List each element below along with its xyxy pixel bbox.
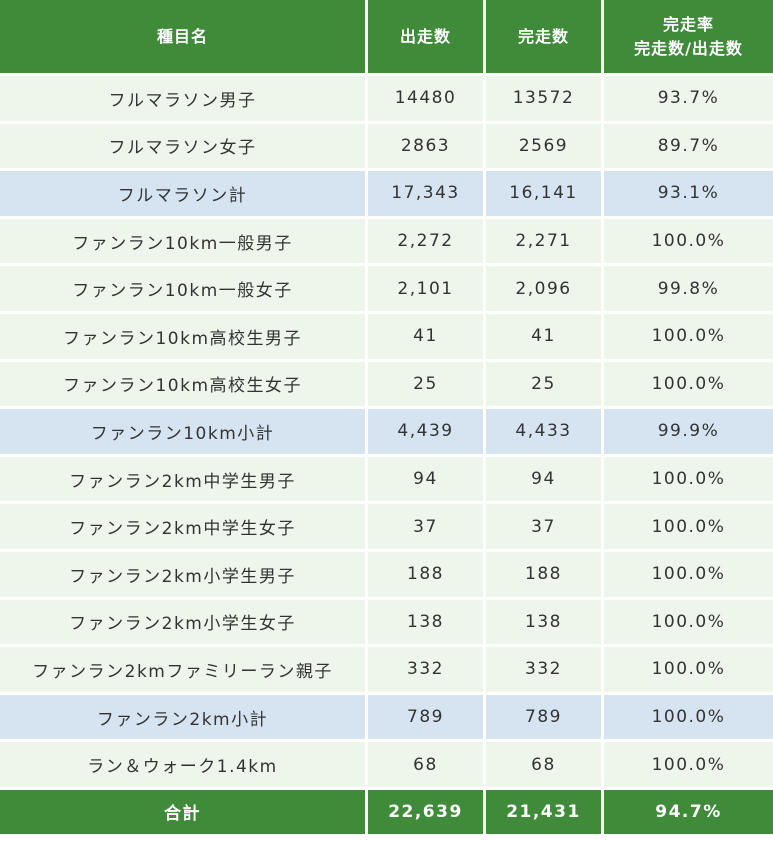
cell-event: ラン＆ウォーク1.4km <box>0 742 368 790</box>
cell-rate: 100.0% <box>604 456 773 505</box>
table-row: ファンラン10km一般女子 2,101 2,096 99.8% <box>0 266 773 314</box>
cell-starters: 2,272 <box>368 218 486 267</box>
cell-event: ファンラン2km中学生女子 <box>0 504 368 552</box>
cell-finishers: 68 <box>486 742 604 790</box>
header-rate-formula: 完走数/出走数 <box>634 38 743 58</box>
header-row: 種目名 出走数 完走数 完走率 完走数/出走数 <box>0 0 773 76</box>
subtotal-row: フルマラソン計 17,343 16,141 93.1% <box>0 171 773 219</box>
cell-finishers: 13572 <box>486 76 604 124</box>
cell-starters: 188 <box>368 551 486 600</box>
total-row: 合計 22,639 21,431 94.7% <box>0 789 773 834</box>
cell-rate: 100.0% <box>604 313 773 362</box>
cell-rate: 93.1% <box>604 171 773 219</box>
cell-starters: 17,343 <box>368 171 486 219</box>
cell-event: ファンラン10km高校生女子 <box>0 361 368 410</box>
cell-starters: 4,439 <box>368 409 486 457</box>
cell-rate: 89.7% <box>604 123 773 172</box>
header-rate: 完走率 完走数/出走数 <box>604 0 773 76</box>
cell-finishers: 2569 <box>486 123 604 172</box>
cell-starters: 2863 <box>368 123 486 172</box>
cell-finishers: 332 <box>486 647 604 695</box>
cell-starters: 41 <box>368 313 486 362</box>
cell-rate: 93.7% <box>604 76 773 124</box>
cell-event: ファンラン2km小学生女子 <box>0 599 368 648</box>
subtotal-row: ファンラン2km小計 789 789 100.0% <box>0 694 773 743</box>
cell-rate: 100.0% <box>604 218 773 267</box>
total-event: 合計 <box>0 789 368 834</box>
cell-starters: 789 <box>368 694 486 743</box>
cell-rate: 100.0% <box>604 361 773 410</box>
header-starters: 出走数 <box>368 0 486 76</box>
cell-event: ファンラン2kmファミリーラン親子 <box>0 647 368 695</box>
cell-event: フルマラソン男子 <box>0 76 368 124</box>
cell-starters: 68 <box>368 742 486 790</box>
cell-event: ファンラン2km小学生男子 <box>0 551 368 600</box>
cell-rate: 100.0% <box>604 742 773 790</box>
table-row: ファンラン2km小学生女子 138 138 100.0% <box>0 599 773 648</box>
table-row: ファンラン2km中学生男子 94 94 100.0% <box>0 456 773 505</box>
header-event: 種目名 <box>0 0 368 76</box>
cell-rate: 100.0% <box>604 599 773 648</box>
table-row: ファンラン2kmファミリーラン親子 332 332 100.0% <box>0 647 773 695</box>
cell-rate: 99.8% <box>604 266 773 314</box>
table-footer: 合計 22,639 21,431 94.7% <box>0 789 773 834</box>
cell-finishers: 2,096 <box>486 266 604 314</box>
cell-event: ファンラン10km一般女子 <box>0 266 368 314</box>
table-row: ファンラン2km小学生男子 188 188 100.0% <box>0 551 773 600</box>
cell-event: フルマラソン計 <box>0 171 368 219</box>
table-row: ファンラン10km一般男子 2,272 2,271 100.0% <box>0 218 773 267</box>
total-rate: 94.7% <box>604 789 773 834</box>
table-row: ファンラン2km中学生女子 37 37 100.0% <box>0 504 773 552</box>
cell-finishers: 37 <box>486 504 604 552</box>
cell-starters: 2,101 <box>368 266 486 314</box>
subtotal-row: ファンラン10km小計 4,439 4,433 99.9% <box>0 409 773 457</box>
table-row: フルマラソン女子 2863 2569 89.7% <box>0 123 773 172</box>
cell-starters: 25 <box>368 361 486 410</box>
table-row: フルマラソン男子 14480 13572 93.7% <box>0 76 773 124</box>
table-header: 種目名 出走数 完走数 完走率 完走数/出走数 <box>0 0 773 76</box>
table-row: ファンラン10km高校生女子 25 25 100.0% <box>0 361 773 410</box>
cell-event: ファンラン10km一般男子 <box>0 218 368 267</box>
cell-starters: 94 <box>368 456 486 505</box>
cell-rate: 100.0% <box>604 647 773 695</box>
cell-finishers: 188 <box>486 551 604 600</box>
cell-event: ファンラン2km小計 <box>0 694 368 743</box>
total-starters: 22,639 <box>368 789 486 834</box>
cell-starters: 138 <box>368 599 486 648</box>
cell-starters: 37 <box>368 504 486 552</box>
cell-finishers: 25 <box>486 361 604 410</box>
cell-finishers: 16,141 <box>486 171 604 219</box>
cell-event: ファンラン10km高校生男子 <box>0 313 368 362</box>
cell-starters: 332 <box>368 647 486 695</box>
cell-event: フルマラソン女子 <box>0 123 368 172</box>
cell-event: ファンラン2km中学生男子 <box>0 456 368 505</box>
table-row: ラン＆ウォーク1.4km 68 68 100.0% <box>0 742 773 790</box>
total-finishers: 21,431 <box>486 789 604 834</box>
cell-rate: 100.0% <box>604 551 773 600</box>
cell-finishers: 2,271 <box>486 218 604 267</box>
header-finishers: 完走数 <box>486 0 604 76</box>
cell-finishers: 789 <box>486 694 604 743</box>
header-rate-title: 完走率 <box>662 15 714 35</box>
table-row: ファンラン10km高校生男子 41 41 100.0% <box>0 313 773 362</box>
cell-event: ファンラン10km小計 <box>0 409 368 457</box>
cell-finishers: 41 <box>486 313 604 362</box>
cell-finishers: 4,433 <box>486 409 604 457</box>
cell-finishers: 138 <box>486 599 604 648</box>
cell-finishers: 94 <box>486 456 604 505</box>
table-body: フルマラソン男子 14480 13572 93.7% フルマラソン女子 2863 2569 8… <box>0 76 773 790</box>
cell-starters: 14480 <box>368 76 486 124</box>
cell-rate: 100.0% <box>604 694 773 743</box>
cell-rate: 99.9% <box>604 409 773 457</box>
cell-rate: 100.0% <box>604 504 773 552</box>
